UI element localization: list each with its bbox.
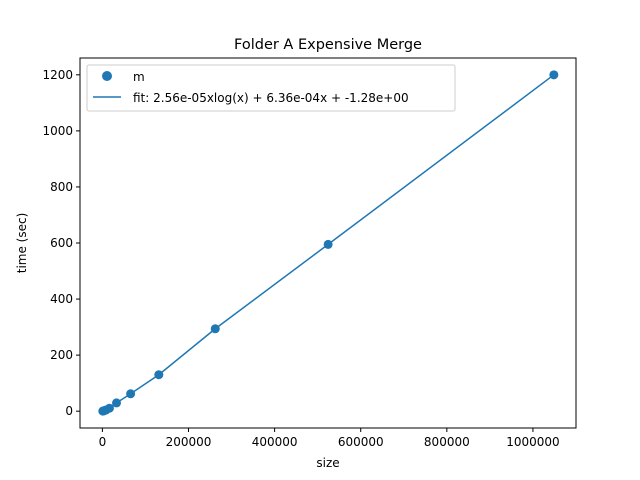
x-tick-label: 1000000 <box>506 435 559 449</box>
x-tick-label: 200000 <box>166 435 212 449</box>
chart-title: Folder A Expensive Merge <box>234 37 422 53</box>
y-tick-label: 600 <box>50 236 73 250</box>
scatter-point <box>112 398 121 408</box>
scatter-point <box>323 239 333 249</box>
x-tick-label: 0 <box>99 435 107 449</box>
x-tick-label: 600000 <box>338 435 384 449</box>
x-tick-label: 800000 <box>424 435 470 449</box>
scatter-points <box>98 70 559 416</box>
legend: m fit: 2.56e-05xlog(x) + 6.36e-04x + -1.… <box>86 64 456 112</box>
y-tick-label: 400 <box>50 292 73 306</box>
legend-label-fit: fit: 2.56e-05xlog(x) + 6.36e-04x + -1.28… <box>133 91 409 105</box>
scatter-point <box>210 324 220 334</box>
legend-box <box>86 64 456 112</box>
x-axis-ticks: 0 200000 400000 600000 800000 1000000 <box>99 428 560 449</box>
plot-area <box>79 57 577 429</box>
x-axis-label: size <box>316 456 339 470</box>
y-tick-label: 800 <box>50 180 73 194</box>
y-axis-ticks: 0 200 400 600 800 1000 1200 <box>42 68 80 418</box>
y-tick-label: 1200 <box>42 68 73 82</box>
legend-label-scatter: m <box>133 70 145 84</box>
y-tick-label: 1000 <box>42 124 73 138</box>
scatter-point <box>549 70 559 80</box>
y-axis-label: time (sec) <box>15 213 29 274</box>
scatter-point <box>154 370 164 380</box>
scatter-point <box>104 403 114 413</box>
x-tick-label: 400000 <box>252 435 298 449</box>
y-tick-label: 200 <box>50 348 73 362</box>
y-tick-label: 0 <box>65 404 73 418</box>
legend-marker-scatter <box>102 71 112 81</box>
scatter-point <box>126 389 136 399</box>
